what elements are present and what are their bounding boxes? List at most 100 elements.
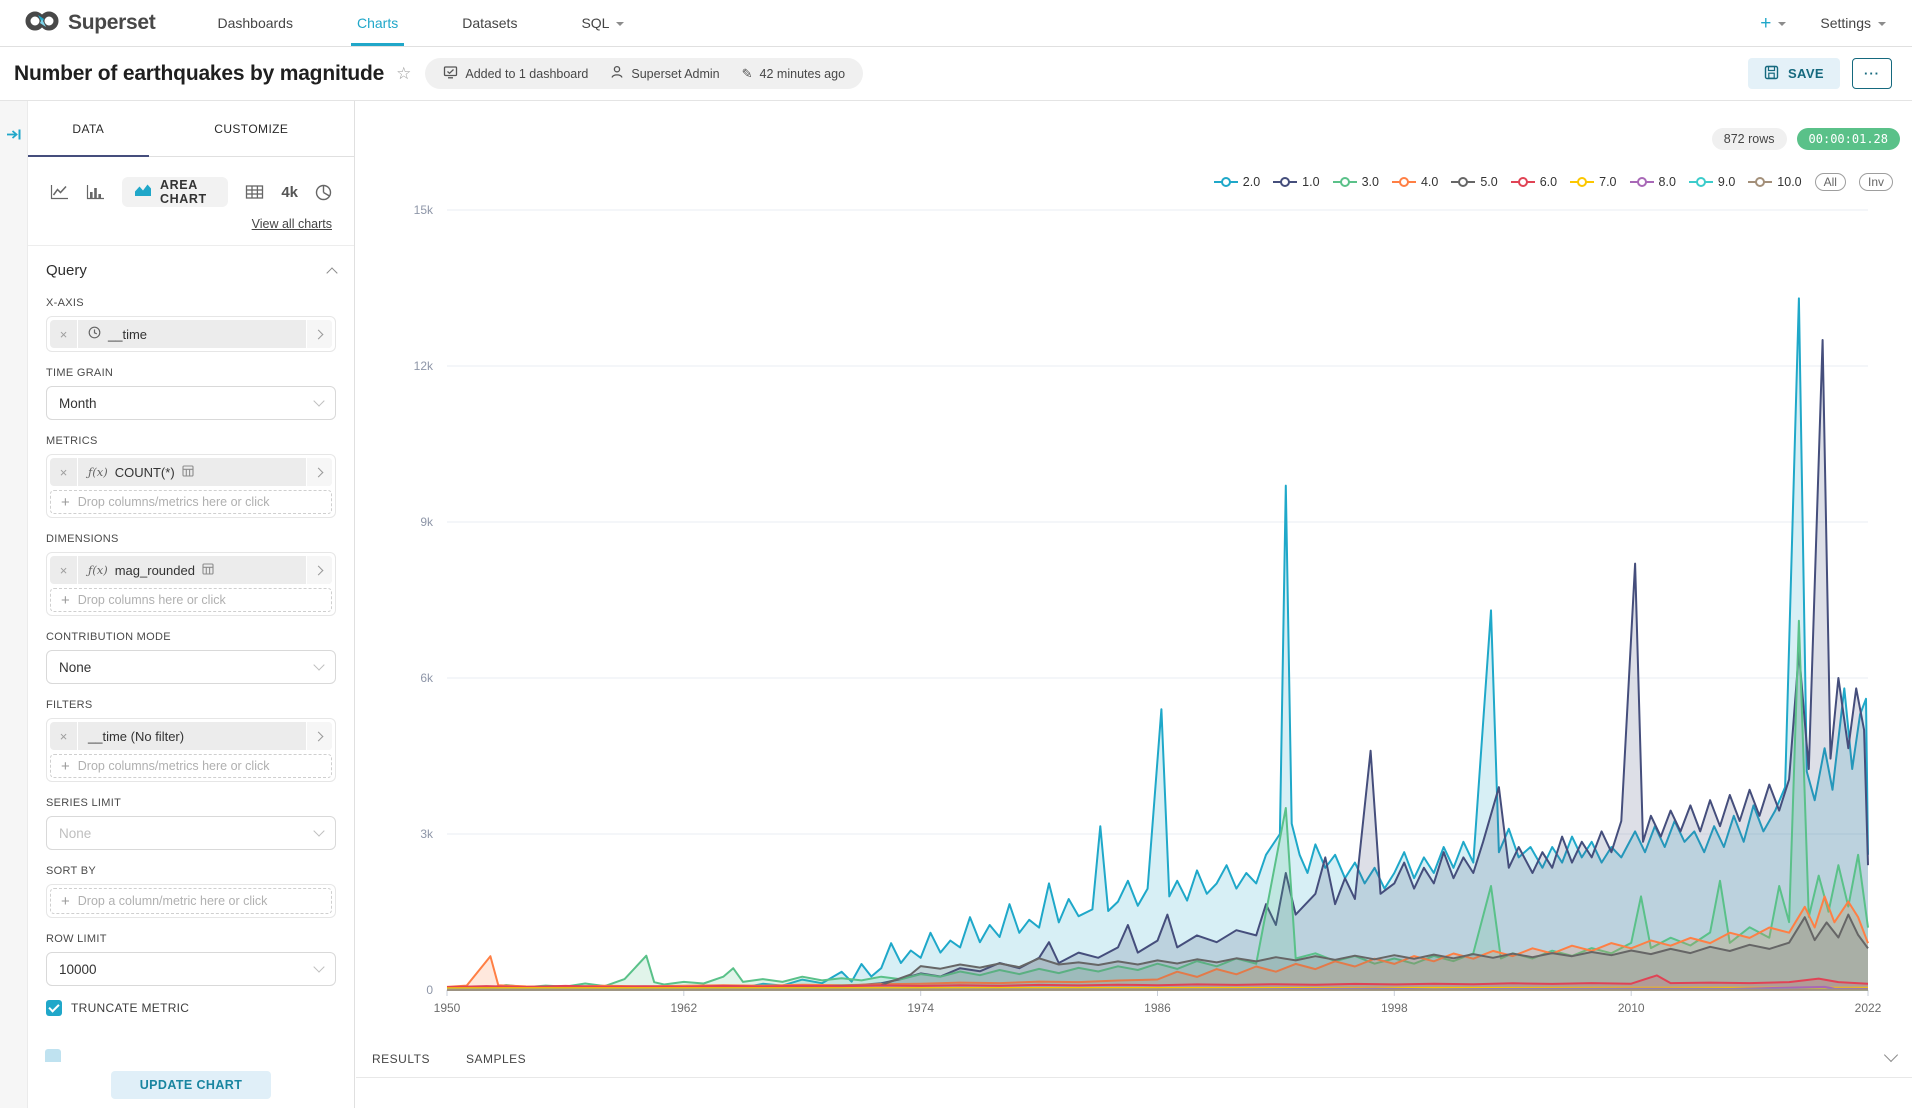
row-limit-label: ROW LIMIT: [46, 933, 107, 945]
panel-tabs: DATA CUSTOMIZE: [28, 101, 354, 157]
update-chart-button[interactable]: UPDATE CHART: [111, 1071, 271, 1099]
calculator-grid-icon: [202, 562, 214, 578]
control-panel: DATA CUSTOMIZE: [28, 101, 355, 1108]
legend-marker-icon: [1273, 177, 1298, 187]
nav-item-charts[interactable]: Charts: [325, 0, 430, 46]
page-title[interactable]: Number of earthquakes by magnitude: [14, 61, 385, 85]
remove-icon[interactable]: ×: [50, 556, 78, 584]
panel-footer: UPDATE CHART: [28, 1062, 354, 1108]
legend-item-6.0[interactable]: 6.0: [1510, 175, 1557, 189]
series-limit-select[interactable]: None: [46, 816, 336, 850]
svg-text:15k: 15k: [414, 203, 434, 217]
new-item-button[interactable]: +: [1760, 14, 1787, 33]
legend-marker-icon: [1748, 177, 1773, 187]
remove-icon[interactable]: ×: [50, 458, 78, 486]
contribution-mode-label: CONTRIBUTION MODE: [46, 631, 171, 643]
big-number-icon[interactable]: 4k: [281, 183, 298, 201]
owner-meta[interactable]: Superset Admin: [610, 65, 720, 82]
tab-data[interactable]: DATA: [28, 101, 149, 157]
tab-customize[interactable]: CUSTOMIZE: [214, 121, 289, 136]
legend-button-inv[interactable]: Inv: [1858, 173, 1893, 191]
tab-results[interactable]: RESULTS: [372, 1051, 430, 1066]
svg-text:12k: 12k: [414, 359, 434, 373]
legend-item-3.0[interactable]: 3.0: [1332, 175, 1379, 189]
viz-selected-area-chart[interactable]: AREA CHART: [122, 177, 229, 207]
dimensions-drop-zone[interactable]: + Drop columns here or click: [50, 588, 332, 612]
row-count-badge: 872 rows: [1711, 128, 1787, 150]
metrics-control: × ƒ(x) COUNT(*): [46, 454, 336, 518]
nav-menu: Dashboards Charts Datasets SQL: [185, 0, 656, 46]
checkbox-checked-icon[interactable]: [46, 1000, 62, 1016]
results-pane: RESULTS SAMPLES: [356, 1040, 1912, 1108]
save-button[interactable]: SAVE: [1747, 58, 1840, 89]
x-axis-control: × __time: [46, 316, 336, 352]
line-chart-icon[interactable]: [50, 184, 69, 200]
filters-control: × __time (No filter) + Drop columns/metr…: [46, 718, 336, 782]
filter-pill[interactable]: × __time (No filter): [50, 722, 332, 750]
row-limit-select[interactable]: 10000: [46, 952, 336, 986]
legend-item-7.0[interactable]: 7.0: [1570, 175, 1617, 189]
dimensions-label: DIMENSIONS: [46, 533, 119, 545]
function-icon: ƒ(x): [88, 465, 108, 479]
legend-item-8.0[interactable]: 8.0: [1629, 175, 1676, 189]
dimension-pill[interactable]: × ƒ(x) mag_rounded: [50, 556, 332, 584]
legend-item-1.0[interactable]: 1.0: [1273, 175, 1320, 189]
svg-text:3k: 3k: [420, 827, 434, 841]
pie-chart-icon[interactable]: [315, 184, 332, 201]
bar-chart-icon[interactable]: [86, 184, 105, 200]
chevron-down-icon: [313, 961, 325, 973]
tab-samples[interactable]: SAMPLES: [465, 1051, 527, 1066]
settings-menu[interactable]: Settings: [1820, 15, 1886, 31]
nav-item-dashboards[interactable]: Dashboards: [217, 15, 293, 31]
metrics-drop-zone[interactable]: + Drop columns/metrics here or click: [50, 490, 332, 514]
svg-text:1950: 1950: [434, 1001, 461, 1015]
expand-pill-icon[interactable]: [306, 722, 332, 750]
favorite-star-icon[interactable]: ☆: [396, 63, 412, 83]
calculator-grid-icon: [182, 464, 194, 480]
expand-pill-icon[interactable]: [306, 458, 332, 486]
view-all-charts-link[interactable]: View all charts: [251, 217, 332, 231]
metric-count-pill[interactable]: × ƒ(x) COUNT(*): [50, 458, 332, 486]
legend-item-9.0[interactable]: 9.0: [1688, 175, 1735, 189]
expand-panel-icon[interactable]: [6, 127, 22, 147]
svg-text:1974: 1974: [907, 1001, 934, 1015]
table-icon[interactable]: [245, 184, 264, 200]
contribution-mode-select[interactable]: None: [46, 650, 336, 684]
chart-legend: 2.0 1.0 3.0 4.0 5.0 6.0 7.0 8.0: [1213, 173, 1893, 191]
area-chart-canvas[interactable]: 0 3k 6k 9k 12k 15k 1950 1962 1974 1986 1998 2010 202…: [356, 101, 1912, 1108]
brand-name: Superset: [68, 11, 156, 34]
partially-hidden-checkbox[interactable]: [45, 1049, 61, 1065]
legend-item-5.0[interactable]: 5.0: [1451, 175, 1498, 189]
legend-item-10.0[interactable]: 10.0: [1748, 175, 1802, 189]
dashboards-meta[interactable]: Added to 1 dashboard: [443, 65, 588, 82]
more-actions-button[interactable]: ···: [1852, 58, 1892, 89]
svg-text:1998: 1998: [1381, 1001, 1408, 1015]
x-axis-value-pill[interactable]: × __time: [50, 320, 332, 348]
metrics-label: METRICS: [46, 435, 98, 447]
nav-item-datasets[interactable]: Datasets: [462, 15, 518, 31]
svg-text:9k: 9k: [420, 515, 434, 529]
sort-by-drop-zone[interactable]: + Drop a column/metric here or click: [50, 888, 332, 914]
clock-icon: [88, 326, 101, 342]
collapse-section-icon[interactable]: [326, 266, 338, 279]
legend-button-all[interactable]: All: [1814, 173, 1846, 191]
svg-text:1986: 1986: [1144, 1001, 1171, 1015]
legend-item-4.0[interactable]: 4.0: [1391, 175, 1438, 189]
chart-panel: 0 3k 6k 9k 12k 15k 1950 1962 1974 1986 1998 2010 202…: [356, 101, 1912, 1108]
expand-pill-icon[interactable]: [306, 556, 332, 584]
svg-text:0: 0: [426, 983, 433, 997]
filters-drop-zone[interactable]: + Drop columns/metrics here or click: [50, 754, 332, 778]
superset-logo[interactable]: Superset: [0, 10, 185, 37]
svg-text:2010: 2010: [1618, 1001, 1645, 1015]
svg-text:1962: 1962: [670, 1001, 697, 1015]
remove-icon[interactable]: ×: [50, 320, 78, 348]
datasource-collapsed-strip: [0, 101, 28, 1108]
time-grain-select[interactable]: Month: [46, 386, 336, 420]
expand-pill-icon[interactable]: [306, 320, 332, 348]
query-timer-badge: 00:00:01.28: [1796, 128, 1900, 150]
legend-marker-icon: [1688, 177, 1713, 187]
legend-item-2.0[interactable]: 2.0: [1213, 175, 1260, 189]
nav-item-sql[interactable]: SQL: [549, 0, 656, 46]
truncate-metric-checkbox-row[interactable]: TRUNCATE METRIC: [46, 1000, 336, 1016]
remove-icon[interactable]: ×: [50, 722, 78, 750]
